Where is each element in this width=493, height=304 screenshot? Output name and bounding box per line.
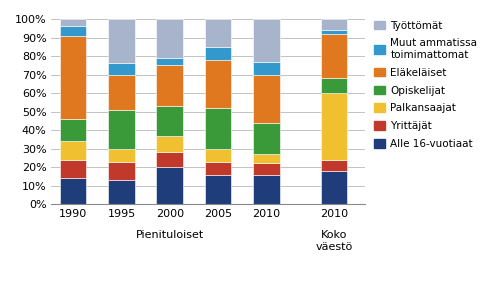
Bar xyxy=(320,30,347,34)
Bar xyxy=(205,19,231,47)
Bar xyxy=(320,160,347,171)
Bar xyxy=(60,160,86,178)
Bar xyxy=(108,19,135,64)
Bar xyxy=(156,65,183,106)
Bar xyxy=(205,149,231,162)
Legend: Työttömät, Muut ammatissa
toimimattomat, Eläkeläiset, Opiskelijat, Palkansaajat,: Työttömät, Muut ammatissa toimimattomat,… xyxy=(374,20,477,149)
Bar xyxy=(60,36,86,119)
Bar xyxy=(108,180,135,204)
Bar xyxy=(253,154,280,164)
Bar xyxy=(108,162,135,180)
Bar xyxy=(60,178,86,204)
Bar xyxy=(253,62,280,74)
Bar xyxy=(156,58,183,65)
Bar xyxy=(253,74,280,123)
Bar xyxy=(205,162,231,174)
Bar xyxy=(253,19,280,62)
Bar xyxy=(108,149,135,162)
Bar xyxy=(156,136,183,152)
Bar xyxy=(156,152,183,167)
Bar xyxy=(60,26,86,36)
Bar xyxy=(320,171,347,204)
Bar xyxy=(60,119,86,141)
Bar xyxy=(108,74,135,110)
Bar xyxy=(156,106,183,136)
Bar xyxy=(320,34,347,78)
Bar xyxy=(253,123,280,154)
Bar xyxy=(108,110,135,149)
Bar xyxy=(156,167,183,204)
Bar xyxy=(205,174,231,204)
Bar xyxy=(320,19,347,30)
Bar xyxy=(205,108,231,149)
Bar xyxy=(320,93,347,160)
Bar xyxy=(320,78,347,93)
Bar xyxy=(156,19,183,58)
Bar xyxy=(253,164,280,174)
Bar xyxy=(205,47,231,60)
Bar xyxy=(205,60,231,108)
Bar xyxy=(253,174,280,204)
Bar xyxy=(60,141,86,160)
Text: Pienituloiset: Pienituloiset xyxy=(136,230,204,240)
Text: Koko
väestö: Koko väestö xyxy=(316,230,352,252)
Bar xyxy=(108,64,135,74)
Bar xyxy=(60,19,86,26)
